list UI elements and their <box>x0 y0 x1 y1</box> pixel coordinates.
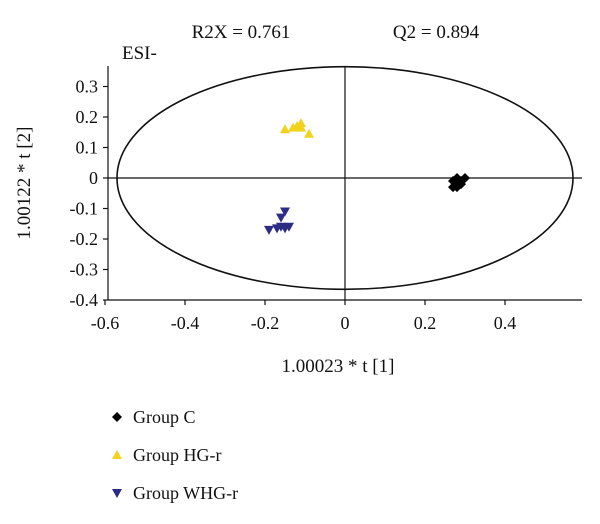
legend-label: Group C <box>133 407 196 427</box>
series-group-hg-r <box>280 118 314 138</box>
data-point <box>288 122 298 132</box>
hotelling-ellipse-layer <box>116 65 574 291</box>
x-tick-label: -0.4 <box>171 313 200 333</box>
q2-label: Q2 = 0.894 <box>393 22 480 43</box>
data-point <box>280 207 290 217</box>
x-axis-title: 1.00023 * t [1] <box>282 356 395 377</box>
labels: -0.6 -0.4 -0.2 0 0.2 0.4 -0.4 -0.3 -0.2 -0.1 0 0.1 0… <box>14 22 516 377</box>
data-point <box>296 118 306 128</box>
data-point <box>452 182 462 193</box>
series-group-whg-r <box>264 207 294 235</box>
data-point <box>280 124 290 134</box>
data-point <box>460 173 470 183</box>
y-tick-label: 0.1 <box>76 138 99 158</box>
y-tick-label: 0.3 <box>76 77 99 97</box>
data-point <box>264 225 274 235</box>
y-tick-label: 0.2 <box>76 107 99 127</box>
axes <box>103 66 582 305</box>
legend-marker <box>112 489 122 498</box>
series-group-c <box>448 173 470 193</box>
r2x-label: R2X = 0.761 <box>192 22 291 43</box>
data-point <box>284 222 294 232</box>
legend-label: Group WHG-r <box>133 483 238 503</box>
y-tick-label: 0 <box>89 168 98 188</box>
hotelling-ellipse <box>116 65 574 291</box>
legend-marker <box>112 450 122 459</box>
y-tick-label: -0.4 <box>70 290 99 310</box>
data-point <box>304 128 314 138</box>
x-tick-label: -0.6 <box>91 313 120 333</box>
x-tick-label: 0 <box>341 313 350 333</box>
data-points <box>264 118 470 235</box>
data-point <box>276 213 286 223</box>
legend: Group C Group HG-r Group WHG-r <box>112 407 238 503</box>
y-tick-label: -0.2 <box>70 229 99 249</box>
ionization-mode-label: ESI- <box>122 43 157 64</box>
legend-label: Group HG-r <box>133 445 221 465</box>
x-tick-label: 0.2 <box>414 313 437 333</box>
y-tick-label: -0.1 <box>70 199 99 219</box>
data-point <box>296 122 306 132</box>
x-tick-label: -0.2 <box>251 313 280 333</box>
x-tick-label: 0.4 <box>494 313 517 333</box>
y-axis-title: 1.00122 * t [2] <box>14 127 35 240</box>
y-tick-label: -0.3 <box>70 260 99 280</box>
legend-marker <box>112 412 122 422</box>
